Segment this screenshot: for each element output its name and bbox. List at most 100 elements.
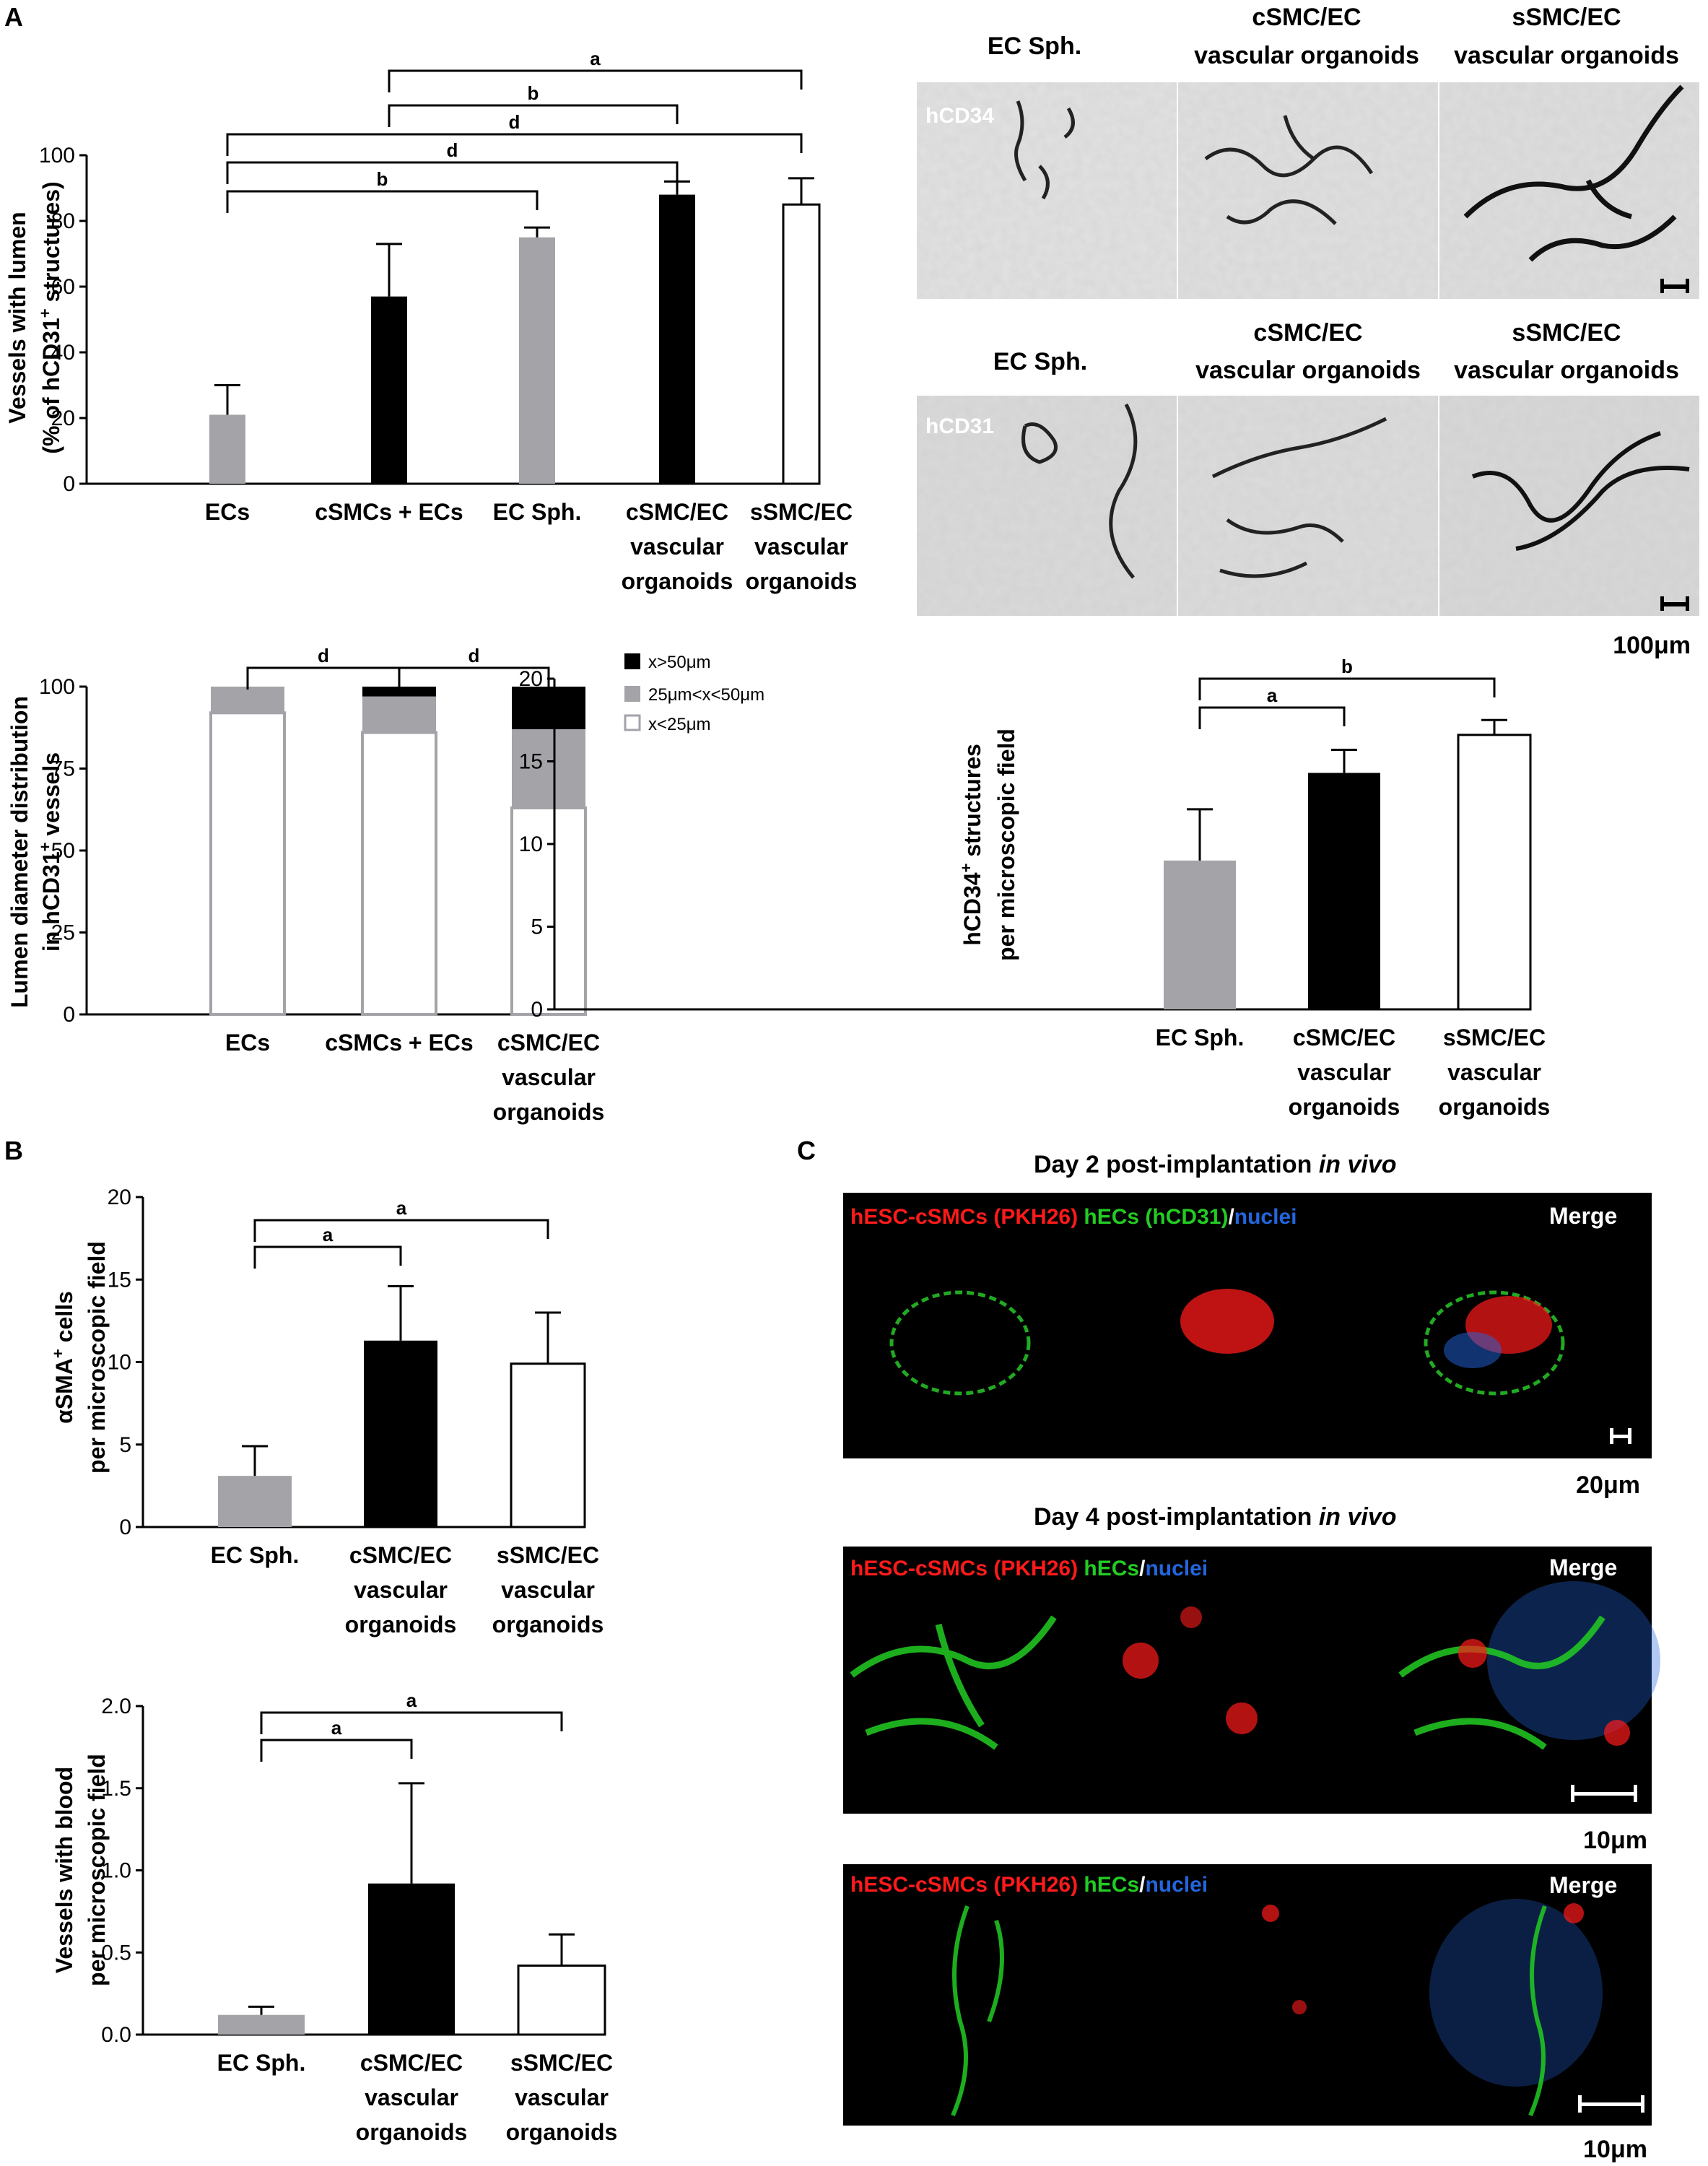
category-label: cSMC/EC [1293, 1025, 1395, 1051]
micrograph-row1: hCD34 [917, 82, 1699, 299]
significance-label: a [590, 48, 601, 69]
bar [1308, 773, 1380, 1009]
category-label: vascular [515, 2084, 609, 2110]
category-label: ECs [225, 1030, 270, 1056]
bar [1457, 734, 1532, 1011]
significance-label: b [528, 82, 539, 104]
day2-title: Day 2 post-implantation in vivo [1034, 1151, 1397, 1178]
panel-label-c: C [797, 1136, 816, 1165]
scale-label-20um: 20μm [1576, 1471, 1640, 1499]
day2-channel-label: hESC-cSMCs (PKH26) hECs (hCD31)/nuclei [850, 1205, 1297, 1229]
category-label: sSMC/EC [1443, 1025, 1546, 1051]
y-tick-label: 100 [39, 675, 75, 699]
category-label: organoids [622, 568, 733, 594]
bar [659, 194, 695, 484]
significance-label: d [447, 139, 458, 161]
scale-label-10um-b: 10μm [1583, 2136, 1647, 2163]
stain-label-hcd34: hCD34 [925, 104, 994, 128]
category-label: cSMCs + ECs [325, 1030, 473, 1056]
bar [209, 414, 245, 484]
y-tick-label: 10 [519, 832, 543, 856]
category-label: organoids [493, 1099, 605, 1125]
panel-label-a: A [4, 2, 23, 32]
y-axis-label-line2: per microscopic field [84, 1754, 110, 1986]
day4-title: Day 4 post-implantation in vivo [1034, 1503, 1397, 1531]
y-tick-label: 1.5 [101, 1777, 131, 1801]
category-label: vascular [1447, 1059, 1541, 1085]
significance-bracket [388, 104, 679, 127]
legend-label-medium: 25μm<x<50μm [648, 685, 764, 705]
y-tick-label: 50 [51, 839, 75, 863]
legend-label-small: x<25μm [648, 715, 711, 734]
significance-label: d [509, 111, 520, 133]
y-tick-label: 40 [51, 341, 75, 365]
hcd34-structures-chart: 0 5 10 15 20 hCD34+ structures per microscopic… [519, 656, 1551, 1120]
category-label: cSMCs + ECs [315, 499, 463, 525]
y-tick-label: 0 [119, 1515, 131, 1539]
legend-label-large: x>50μm [648, 653, 711, 672]
y-tick-label: 5 [119, 1433, 131, 1457]
stacked-bar-segment [361, 731, 437, 1016]
category-label: ECs [205, 499, 250, 525]
significance-bracket [1198, 677, 1496, 700]
day4b-merge-label: Merge [1549, 1872, 1617, 1898]
significance-label: d [469, 645, 480, 666]
row2-header-ssmc-2: vascular organoids [1454, 357, 1679, 384]
scale-bar-day4a [1571, 1792, 1637, 1796]
asma-cells-chart: 0 5 10 15 20 αSMA+ cells per microscopic field… [49, 1186, 604, 1637]
scale-bar-row2 [1660, 602, 1689, 606]
significance-label: b [1341, 656, 1353, 677]
y-axis-label-line2: per microscopic field [84, 1241, 110, 1474]
fluor-day4-b: hESC-cSMCs (PKH26) hECs/nuclei Merge [843, 1864, 1652, 2126]
y-axis-label: Lumen diameter distribution [6, 696, 32, 1008]
legend-swatch-large [624, 653, 640, 669]
legend-swatch-small [624, 714, 641, 731]
category-label: EC Sph. [217, 2050, 306, 2076]
significance-bracket [398, 666, 550, 690]
scale-bar-day4b [1578, 2102, 1644, 2106]
y-tick-label: 0 [63, 1003, 75, 1027]
y-tick-label: 25 [51, 921, 75, 945]
y-axis-label: Vessels with blood [51, 1767, 77, 1973]
significance-label: a [331, 1717, 342, 1739]
row2-header-csmc-1: cSMC/EC [1253, 319, 1362, 347]
bar [782, 203, 821, 485]
category-label: EC Sph. [1156, 1025, 1245, 1051]
category-label: organoids [746, 568, 858, 594]
y-tick-label: 15 [519, 750, 543, 774]
micrograph-row1-headers: EC Sph. cSMC/EC vascular organoids sSMC/… [988, 4, 1679, 69]
row1-header-ec-sph: EC Sph. [988, 32, 1081, 60]
category-label: vascular [354, 1577, 448, 1603]
day4a-channel-label: hESC-cSMCs (PKH26) hECs/nuclei [850, 1557, 1208, 1580]
scale-bar-day2 [1610, 1435, 1631, 1438]
category-label: organoids [356, 2119, 468, 2145]
category-label: vascular [502, 1064, 596, 1090]
category-label: sSMC/EC [750, 499, 853, 525]
significance-bracket [1198, 706, 1346, 729]
category-label: EC Sph. [493, 499, 582, 525]
category-label: cSMC/EC [349, 1542, 452, 1568]
stacked-bar-segment [362, 696, 436, 733]
y-tick-label: 20 [51, 406, 75, 430]
y-tick-label: 20 [519, 667, 543, 691]
stacked-bar-segment [512, 687, 585, 730]
category-label: organoids [492, 1612, 604, 1637]
category-label: organoids [506, 2119, 618, 2145]
significance-label: a [323, 1224, 334, 1245]
y-tick-label: 2.0 [101, 1695, 131, 1718]
y-axis-label: hCD34+ structures [957, 744, 986, 946]
category-label: cSMC/EC [360, 2050, 463, 2076]
day2-merge-label: Merge [1549, 1203, 1617, 1229]
scale-label-100um: 100μm [1613, 632, 1691, 659]
stacked-bar-segment [510, 806, 587, 1016]
category-label: organoids [1439, 1094, 1551, 1120]
significance-label: a [406, 1689, 417, 1711]
day4b-channel-label: hESC-cSMCs (PKH26) hECs/nuclei [850, 1873, 1208, 1897]
category-label: vascular [501, 1577, 595, 1603]
y-tick-label: 0.5 [101, 1941, 131, 1965]
bar [1164, 860, 1236, 1009]
bar [519, 237, 555, 484]
significance-bracket [253, 1245, 402, 1269]
